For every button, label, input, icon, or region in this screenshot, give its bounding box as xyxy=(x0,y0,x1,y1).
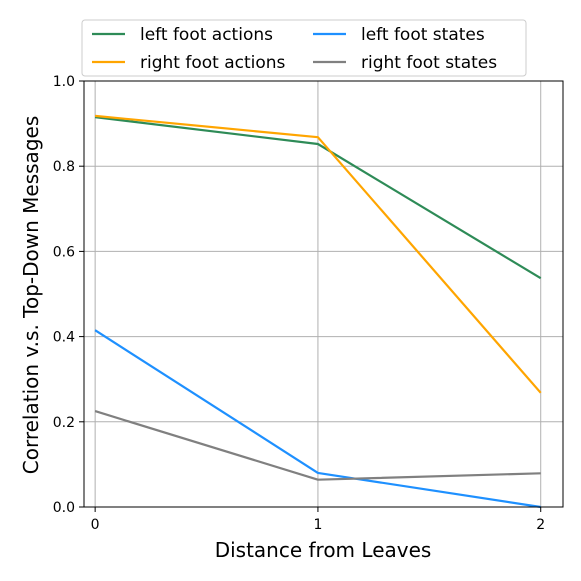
series-lines xyxy=(94,114,542,509)
x-axis-label: Distance from Leaves xyxy=(215,538,432,562)
legend-label-right-foot-actions: right foot actions xyxy=(140,53,286,73)
y-tick-label: 0.0 xyxy=(53,500,75,516)
series-line-right-foot-states xyxy=(94,410,541,481)
y-tick-label: 0.8 xyxy=(53,159,75,175)
legend-box xyxy=(81,19,527,77)
series-line-left-foot-actions xyxy=(94,116,542,280)
y-tick-label: 0.2 xyxy=(53,415,75,431)
axis-ticks: 0 1 2 0.0 0.2 0.4 0.6 0.8 1.0 xyxy=(53,74,545,533)
x-tick-label: 0 xyxy=(91,517,100,533)
y-axis-label: Correlation v.s. Top-Down Messages xyxy=(19,116,43,475)
series-line-right-foot-actions xyxy=(94,114,542,394)
legend-label-left-foot-actions: left foot actions xyxy=(140,25,273,45)
x-tick-label: 1 xyxy=(313,517,322,533)
y-tick-label: 0.6 xyxy=(53,244,75,260)
series-line-left-foot-states xyxy=(94,329,541,509)
plot-frame xyxy=(83,80,564,508)
y-tick-label: 1.0 xyxy=(53,74,75,90)
x-tick-label: 2 xyxy=(536,517,545,533)
y-tick-label: 0.4 xyxy=(53,330,75,346)
legend-label-right-foot-states: right foot states xyxy=(361,53,497,73)
legend-label-left-foot-states: left foot states xyxy=(361,25,485,45)
legend: left foot actions right foot actions left … xyxy=(81,19,527,77)
